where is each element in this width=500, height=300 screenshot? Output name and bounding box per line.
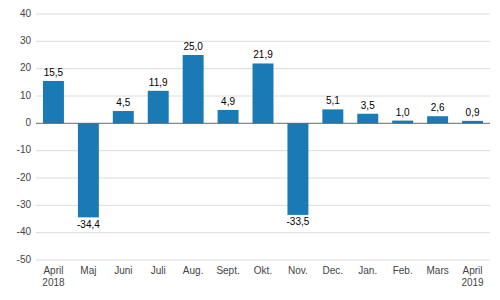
y-tick-label: 10 [20,90,32,101]
x-tick-label: Sept. [216,265,239,276]
data-label: -33,5 [287,216,310,227]
x-tick-label: Aug. [183,265,204,276]
x-tick-label: Dec. [323,265,344,276]
grid-line [36,260,490,261]
bars [43,55,483,217]
bar [253,63,274,123]
y-tick-label: -20 [17,172,32,183]
y-tick-label: 30 [20,35,32,46]
bar [427,116,448,123]
x-tick-label: Feb. [393,265,413,276]
x-tick-label: Nov. [288,265,308,276]
x-tick-label: April2019 [461,265,484,288]
chart-container: -50 -40 -30 -20 -10 0 10 20 30 40 April2018 Maj Juni… [0,0,500,300]
bar [78,123,99,217]
x-tick-label: April2018 [42,265,65,288]
chart: -50 -40 -30 -20 -10 0 10 20 30 40 April2018 Maj Juni… [0,0,500,300]
bar [287,123,308,215]
grid [36,14,490,260]
x-tick-label: Juli [151,265,166,276]
x-tick-label: Mars [426,265,448,276]
bar [218,110,239,123]
data-labels: 15,5 -34,4 4,5 11,9 25,0 4,9 21,9 -33,5 5,1 3,5 1,… [44,41,480,230]
grid-line [36,205,490,206]
data-label: -34,4 [77,219,100,230]
bar [113,111,134,123]
y-tick-label: 0 [25,117,31,128]
data-label: 1,0 [396,107,410,118]
x-tick-label: Juni [114,265,132,276]
bar [148,91,169,124]
data-label: 25,0 [183,41,203,52]
y-tick-label: 40 [20,8,32,19]
x-tick-label: Okt. [254,265,272,276]
data-label: 3,5 [361,100,375,111]
grid-line [36,232,490,233]
axes: -50 -40 -30 -20 -10 0 10 20 30 40 April2018 Maj Juni… [17,8,485,288]
bar [322,109,343,123]
bar [43,81,64,123]
y-tick-label: -10 [17,144,32,155]
bar [183,55,204,123]
data-label: 21,9 [253,49,273,60]
data-label: 5,1 [326,95,340,106]
grid-line [36,123,490,124]
y-tick-label: -50 [17,254,32,265]
y-tick-label: -30 [17,199,32,210]
x-tick-label: Maj [80,265,96,276]
zero-line [36,123,490,124]
data-label: 15,5 [44,67,64,78]
y-tick-label: 20 [20,62,32,73]
data-label: 11,9 [149,77,168,88]
grid-line [36,41,490,42]
data-label: 2,6 [431,102,445,113]
y-tick-label: -40 [17,226,32,237]
bar [392,121,413,124]
grid-line [36,178,490,179]
data-label: 4,9 [221,96,235,107]
grid-line [36,150,490,151]
data-label: 0,9 [466,107,480,118]
grid-line [36,14,490,15]
bar [357,114,378,124]
x-tick-label: Jan. [358,265,377,276]
data-label: 4,5 [116,97,130,108]
